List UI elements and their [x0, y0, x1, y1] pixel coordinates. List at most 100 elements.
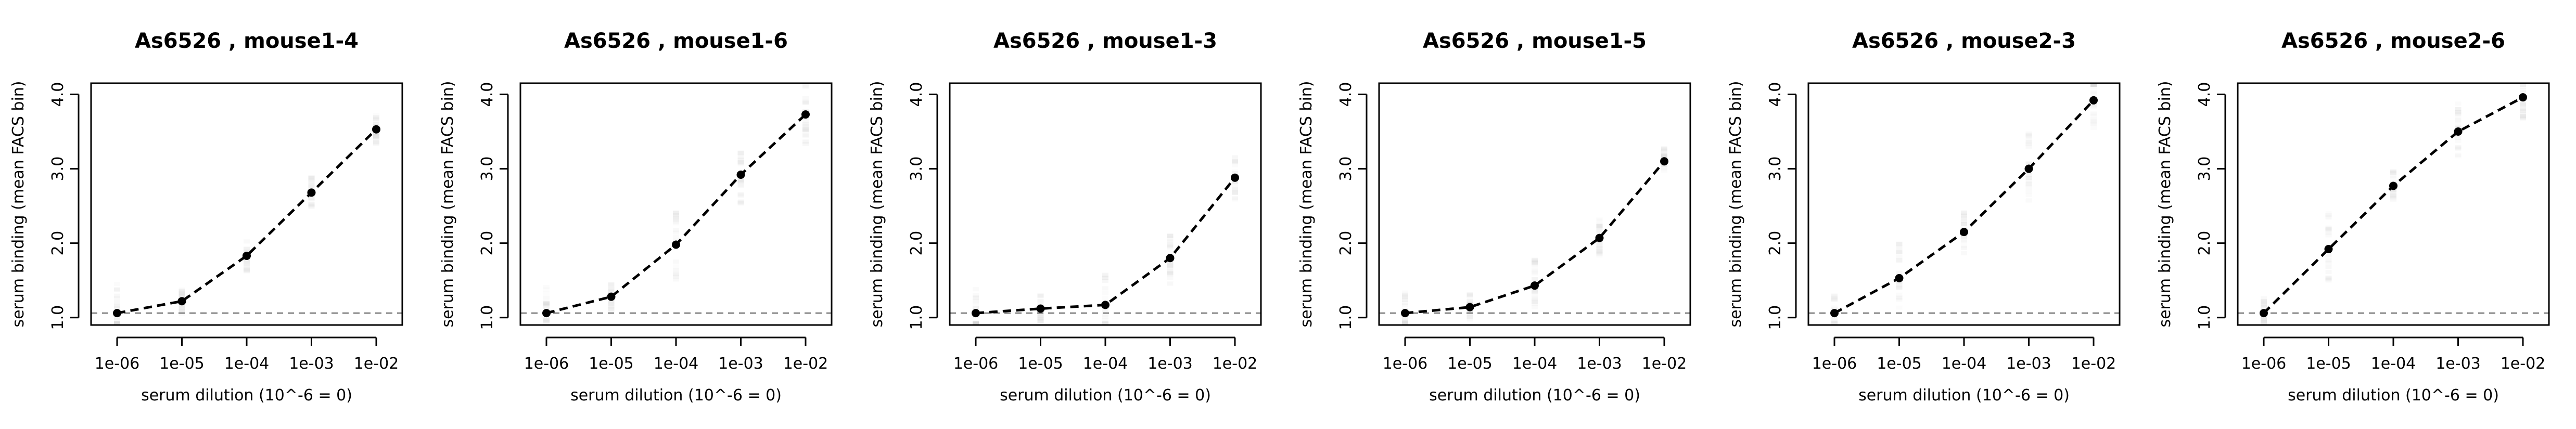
replicate-point — [1596, 228, 1603, 233]
replicate-point — [973, 299, 979, 304]
replicate-point — [802, 126, 809, 131]
replicate-point — [1896, 258, 1903, 263]
replicate-point — [608, 287, 615, 292]
replicate-point — [1961, 218, 1967, 223]
data-point — [307, 188, 316, 197]
x-tick-label: 1e-06 — [953, 355, 999, 373]
replicate-point — [1037, 319, 1044, 323]
replicate-point — [2455, 107, 2462, 112]
replicate-point — [1466, 298, 1473, 303]
replicate-point — [1037, 313, 1044, 318]
x-tick-label: 1e-06 — [1383, 355, 1428, 373]
replicate-point — [2390, 171, 2396, 175]
replicate-point — [1661, 168, 1667, 173]
replicate-point — [1596, 250, 1603, 254]
replicate-point — [1532, 262, 1538, 267]
replicate-point — [2520, 113, 2526, 118]
x-tick-label: 1e-02 — [2501, 355, 2546, 373]
replicate-point — [2090, 82, 2097, 87]
replicate-point — [1102, 318, 1108, 323]
replicate-point — [673, 228, 679, 232]
replicate-point — [2325, 253, 2332, 258]
replicate-point — [2261, 317, 2267, 321]
replicate-point — [1102, 321, 1108, 326]
replicate-point — [373, 140, 379, 145]
replicate-point — [373, 135, 379, 139]
replicate-point — [244, 268, 250, 273]
replicate-point — [973, 306, 979, 310]
replicate-point — [2025, 185, 2032, 189]
replicate-point — [802, 96, 809, 100]
replicate-point — [2390, 170, 2396, 174]
replicate-point — [2455, 112, 2462, 116]
replicate-point — [737, 157, 744, 162]
replicate-point — [2025, 181, 2032, 186]
replicate-point — [373, 115, 379, 120]
replicate-point — [308, 176, 315, 180]
replicate-point — [2025, 189, 2032, 193]
replicate-point — [373, 118, 379, 123]
replicate-point — [608, 290, 615, 295]
replicate-point — [2090, 104, 2097, 109]
replicate-point — [543, 318, 550, 322]
replicate-point — [2090, 82, 2097, 87]
replicate-point — [1102, 276, 1108, 280]
replicate-point — [1596, 253, 1603, 258]
replicate-point — [1402, 298, 1408, 303]
replicate-point — [308, 179, 315, 184]
x-tick-label: 1e-04 — [1512, 355, 1558, 373]
x-axis-label: serum dilution (10^-6 = 0) — [1000, 386, 1211, 405]
replicate-point — [2390, 176, 2396, 180]
replicate-point — [973, 295, 979, 300]
replicate-point — [1961, 214, 1967, 218]
replicate-point — [2390, 170, 2396, 175]
replicate-point — [608, 307, 615, 311]
replicate-point — [308, 178, 315, 183]
replicate-point — [1037, 299, 1044, 304]
replicate-point — [2520, 115, 2526, 120]
replicate-point — [2455, 152, 2462, 157]
replicate-point — [1896, 296, 1903, 301]
replicate-point — [973, 321, 979, 326]
replicate-point — [373, 141, 379, 146]
x-tick-label: 1e-02 — [354, 355, 399, 373]
data-point — [2324, 245, 2333, 254]
replicate-point — [1037, 315, 1044, 320]
y-tick-label: 1.0 — [1337, 305, 1355, 330]
replicate-point — [1596, 224, 1603, 229]
replicate-point — [802, 100, 809, 105]
replicate-point — [608, 308, 615, 313]
replicate-point — [673, 272, 679, 277]
replicate-point — [673, 230, 679, 235]
replicate-point — [673, 235, 679, 240]
replicate-point — [737, 179, 744, 184]
x-tick-label: 1e-05 — [1018, 355, 1063, 373]
replicate-point — [2090, 113, 2097, 118]
chart-title: As6526 , mouse1-5 — [1423, 29, 1647, 53]
replicate-point — [2261, 316, 2267, 320]
replicate-point — [1532, 271, 1538, 276]
replicate-point — [1661, 153, 1667, 158]
replicate-point — [802, 85, 809, 89]
replicate-point — [1466, 293, 1473, 297]
x-tick-label: 1e-05 — [1877, 355, 1922, 373]
replicate-point — [1402, 321, 1408, 326]
replicate-point — [1661, 147, 1667, 151]
y-tick-label: 1.0 — [908, 305, 926, 330]
replicate-point — [608, 304, 615, 308]
y-tick-label: 2.0 — [2196, 231, 2214, 256]
replicate-point — [1532, 297, 1538, 302]
y-tick-label: 1.0 — [49, 305, 67, 330]
replicate-point — [543, 321, 550, 326]
replicate-point — [802, 122, 809, 126]
replicate-point — [1232, 169, 1238, 174]
y-tick-label: 4.0 — [908, 82, 926, 107]
replicate-point — [1402, 320, 1408, 324]
replicate-point — [2390, 198, 2396, 202]
replicate-point — [1466, 314, 1473, 319]
replicate-point — [673, 210, 679, 214]
replicate-point — [1532, 269, 1538, 274]
replicate-point — [114, 300, 120, 305]
x-tick-label: 1e-04 — [654, 355, 699, 373]
replicate-point — [543, 301, 550, 306]
